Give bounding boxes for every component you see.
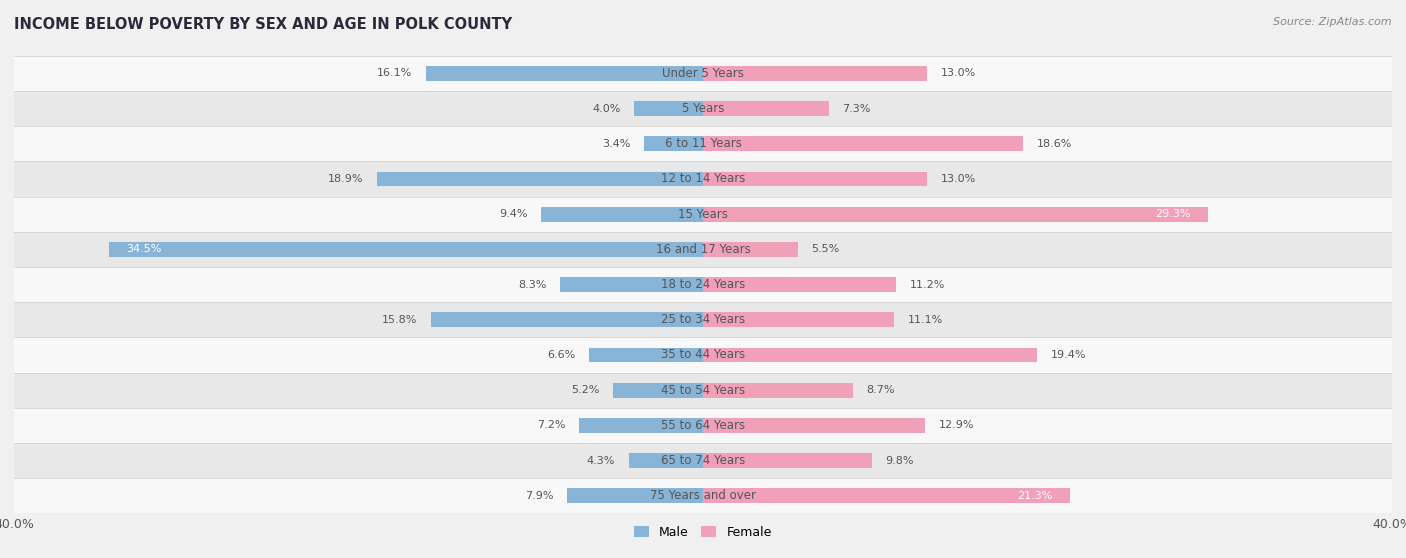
Bar <box>703 136 1024 151</box>
Bar <box>377 172 703 186</box>
Bar <box>541 207 703 222</box>
Bar <box>108 242 703 257</box>
Text: 18.9%: 18.9% <box>328 174 364 184</box>
Text: 18 to 24 Years: 18 to 24 Years <box>661 278 745 291</box>
Bar <box>426 66 703 81</box>
Bar <box>14 338 1392 373</box>
Bar <box>567 488 703 503</box>
Text: 6 to 11 Years: 6 to 11 Years <box>665 137 741 150</box>
Bar <box>14 196 1392 232</box>
Bar <box>703 312 894 327</box>
Text: 8.3%: 8.3% <box>517 280 547 290</box>
Bar <box>703 418 925 433</box>
Bar <box>703 488 1070 503</box>
Text: 5.5%: 5.5% <box>811 244 839 254</box>
Bar <box>14 478 1392 513</box>
Bar <box>644 136 703 151</box>
Bar <box>14 302 1392 338</box>
Bar <box>703 277 896 292</box>
Text: 11.1%: 11.1% <box>908 315 943 325</box>
Bar <box>14 373 1392 408</box>
Bar <box>14 56 1392 91</box>
Bar <box>613 383 703 397</box>
Bar <box>14 443 1392 478</box>
Text: INCOME BELOW POVERTY BY SEX AND AGE IN POLK COUNTY: INCOME BELOW POVERTY BY SEX AND AGE IN P… <box>14 17 512 32</box>
Bar <box>14 267 1392 302</box>
Text: Source: ZipAtlas.com: Source: ZipAtlas.com <box>1274 17 1392 27</box>
Text: 18.6%: 18.6% <box>1038 139 1073 149</box>
Bar <box>589 348 703 362</box>
Bar <box>579 418 703 433</box>
Bar <box>703 207 1208 222</box>
Text: 65 to 74 Years: 65 to 74 Years <box>661 454 745 467</box>
Bar <box>628 453 703 468</box>
Text: 45 to 54 Years: 45 to 54 Years <box>661 384 745 397</box>
Text: 8.7%: 8.7% <box>866 385 896 395</box>
Text: 4.0%: 4.0% <box>592 104 620 114</box>
Bar <box>703 101 828 116</box>
Text: 16 and 17 Years: 16 and 17 Years <box>655 243 751 256</box>
Legend: Male, Female: Male, Female <box>630 521 776 543</box>
Text: 7.3%: 7.3% <box>842 104 870 114</box>
Text: 12 to 14 Years: 12 to 14 Years <box>661 172 745 185</box>
Bar <box>703 172 927 186</box>
Bar <box>14 126 1392 161</box>
Text: 25 to 34 Years: 25 to 34 Years <box>661 313 745 326</box>
Text: 34.5%: 34.5% <box>127 244 162 254</box>
Bar <box>703 66 927 81</box>
Text: 19.4%: 19.4% <box>1050 350 1087 360</box>
Text: 9.8%: 9.8% <box>886 455 914 465</box>
Text: 11.2%: 11.2% <box>910 280 945 290</box>
Bar <box>14 232 1392 267</box>
Text: 16.1%: 16.1% <box>377 69 412 78</box>
Text: 55 to 64 Years: 55 to 64 Years <box>661 419 745 432</box>
Text: 6.6%: 6.6% <box>547 350 575 360</box>
Bar <box>703 453 872 468</box>
Text: 13.0%: 13.0% <box>941 174 976 184</box>
Bar <box>14 161 1392 196</box>
Text: 7.9%: 7.9% <box>524 491 553 501</box>
Bar <box>703 348 1038 362</box>
Bar <box>703 383 853 397</box>
Text: 35 to 44 Years: 35 to 44 Years <box>661 349 745 362</box>
Bar <box>430 312 703 327</box>
Text: 4.3%: 4.3% <box>586 455 616 465</box>
Text: 15.8%: 15.8% <box>381 315 418 325</box>
Text: 15 Years: 15 Years <box>678 208 728 220</box>
Text: 13.0%: 13.0% <box>941 69 976 78</box>
Text: 7.2%: 7.2% <box>537 420 565 430</box>
Text: 5.2%: 5.2% <box>571 385 599 395</box>
Text: 3.4%: 3.4% <box>602 139 631 149</box>
Text: 29.3%: 29.3% <box>1154 209 1191 219</box>
Text: 5 Years: 5 Years <box>682 102 724 115</box>
Bar <box>634 101 703 116</box>
Bar <box>560 277 703 292</box>
Text: 21.3%: 21.3% <box>1018 491 1053 501</box>
Bar <box>14 408 1392 443</box>
Text: 9.4%: 9.4% <box>499 209 527 219</box>
Bar <box>703 242 797 257</box>
Text: 12.9%: 12.9% <box>939 420 974 430</box>
Text: 75 Years and over: 75 Years and over <box>650 489 756 502</box>
Text: Under 5 Years: Under 5 Years <box>662 67 744 80</box>
Bar <box>14 91 1392 126</box>
